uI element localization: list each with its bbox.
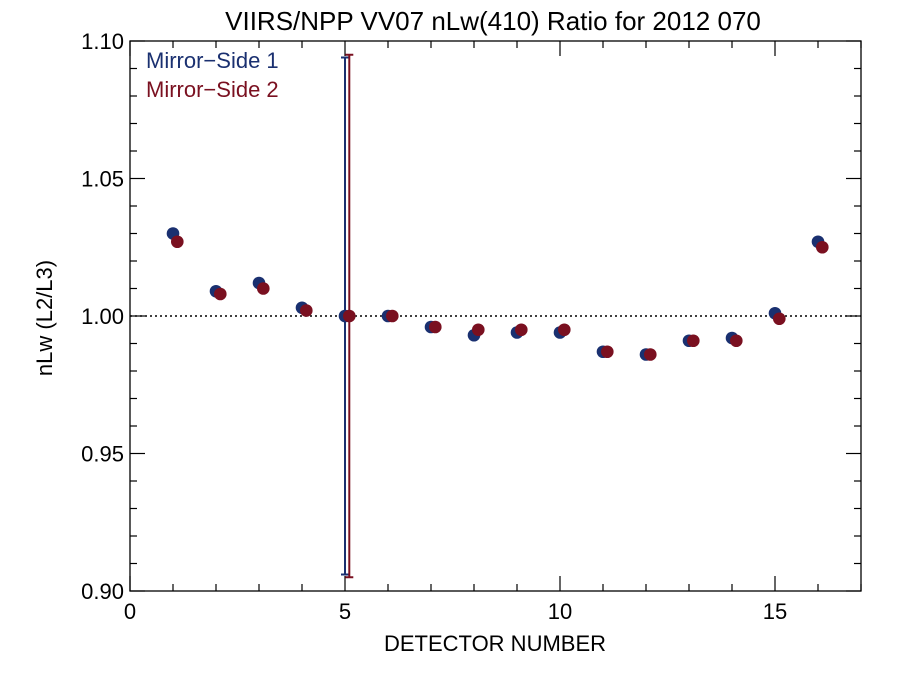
data-points — [166, 227, 829, 361]
legend-entry-mirror-side-2: Mirror−Side 2 — [146, 77, 279, 102]
x-tick-labels: 0 5 10 15 — [124, 599, 787, 624]
y-tick-labels: 0.90 0.95 1.00 1.05 1.10 — [81, 29, 124, 604]
data-point-series-2 — [171, 235, 184, 249]
x-tick-label: 15 — [763, 599, 787, 624]
y-tick-label: 0.90 — [81, 579, 124, 604]
y-tick-label: 1.05 — [81, 167, 124, 192]
y-tick-label: 1.10 — [81, 29, 124, 54]
data-point-series-2 — [816, 240, 829, 254]
x-tick-label: 0 — [124, 599, 136, 624]
data-point-series-2 — [300, 304, 313, 317]
data-point-series-2 — [644, 348, 657, 361]
y-tick-label: 0.95 — [81, 442, 124, 467]
data-point-series-2 — [515, 323, 528, 337]
plot-frame — [129, 40, 862, 592]
y-axis-label: nLw (L2/L3) — [32, 260, 57, 376]
y-tick-label: 1.00 — [81, 304, 124, 329]
data-point-series-2 — [386, 309, 399, 323]
data-point-series-2 — [730, 334, 743, 348]
legend: Mirror−Side 1 Mirror−Side 2 — [146, 48, 279, 102]
data-point-series-2 — [472, 323, 485, 337]
data-point-series-2 — [343, 309, 356, 323]
data-point-series-2 — [558, 323, 571, 337]
x-tick-label: 5 — [339, 599, 351, 624]
data-point-series-2 — [601, 345, 614, 359]
x-tick-label: 10 — [548, 599, 572, 624]
data-point-series-2 — [687, 334, 700, 348]
chart-title: VIIRS/NPP VV07 nLw(410) Ratio for 2012 0… — [225, 6, 761, 36]
data-point-series-2 — [257, 282, 270, 295]
data-point-series-2 — [214, 287, 227, 301]
data-point-series-2 — [773, 312, 786, 326]
data-point-series-2 — [429, 320, 442, 334]
x-axis-label: DETECTOR NUMBER — [384, 631, 606, 656]
legend-entry-mirror-side-1: Mirror−Side 1 — [146, 48, 279, 73]
